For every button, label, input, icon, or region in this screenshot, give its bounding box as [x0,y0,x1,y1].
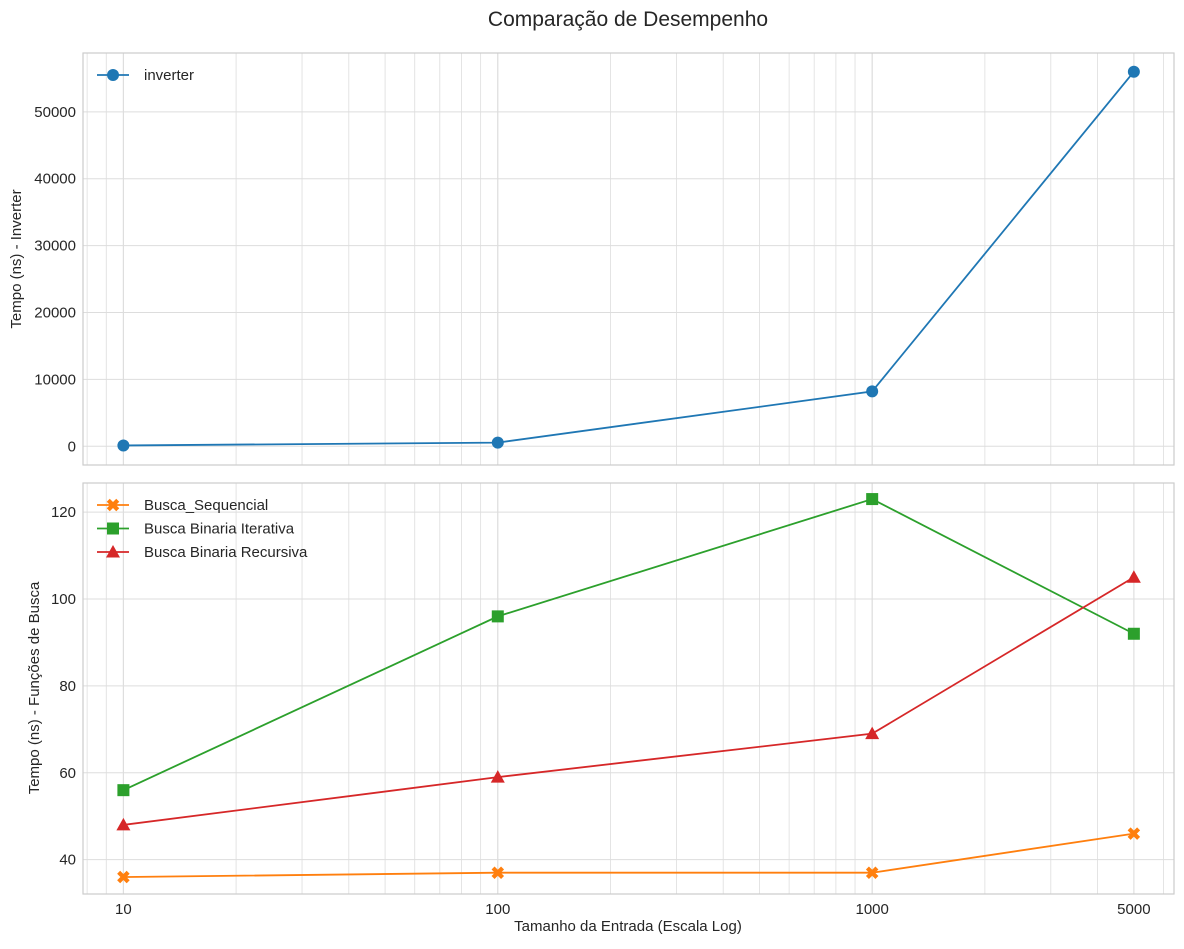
data-point [117,439,130,452]
y-axis-label: Tempo (ns) - Funções de Busca [26,581,43,794]
legend-item: Busca_Sequencial [97,497,268,514]
y-tick-label: 30000 [34,238,76,255]
legend: inverter [97,67,194,84]
legend-item: Busca Binaria Iterativa [97,521,295,538]
legend-item: inverter [97,67,194,84]
data-point [491,866,505,879]
data-point [116,817,131,831]
data-point [1127,65,1140,78]
data-point [117,784,130,797]
series-inverter [117,65,1140,452]
legend-label: Busca Binaria Recursiva [144,544,308,561]
series-busca-binaria-recursiva [116,570,1141,831]
search-panel: 40 60 80 100 120 10 100 1000 5000 Tempo (ns) - … [26,482,1175,935]
data-point [491,436,504,449]
plot-area-frame [82,52,1175,466]
series-line [123,832,1134,878]
series-busca-sequencial [117,827,1141,884]
legend-label: Busca_Sequencial [144,497,268,514]
legend-marker [106,545,120,558]
data-point [117,870,130,884]
x-tick-label: 10 [115,901,132,918]
figure-title: Comparação de Desempenho [488,8,768,31]
plot-area-frame [82,482,1175,895]
legend-label: Busca Binaria Iterativa [144,521,295,538]
series-line [123,498,1135,791]
data-point [866,385,879,398]
y-tick-label: 40000 [34,171,76,188]
y-tick-label: 40 [59,852,76,869]
y-tick-label: 60 [59,765,76,782]
data-point [1127,827,1141,840]
data-point [865,726,880,740]
y-tick-label: 120 [51,504,76,521]
legend-marker [106,498,120,512]
y-tick-label: 50000 [34,104,76,121]
series-line [123,71,1135,447]
x-tick-label: 100 [485,901,510,918]
legend-marker [107,522,119,535]
y-tick-label: 0 [68,438,76,455]
y-tick-label: 10000 [34,371,76,388]
series-busca-binaria-iterativa [117,493,1140,797]
data-point [491,610,504,623]
x-tick-label: 1000 [855,901,888,918]
y-tick-label: 100 [51,591,76,608]
legend: Busca_Sequencial Busca Binaria Iterativa B… [97,497,308,561]
inverter-panel: 0 10000 20000 30000 40000 50000 Tempo (ns) - … [8,52,1175,466]
data-point [865,866,879,879]
y-tick-label: 20000 [34,305,76,322]
legend-label: inverter [144,67,194,84]
y-axis-label: Tempo (ns) - Inverter [8,189,25,328]
data-point [490,770,505,783]
data-point [1126,570,1141,583]
data-point [1127,627,1140,640]
x-axis-label: Tamanho da Entrada (Escala Log) [514,918,742,935]
data-point [866,493,879,506]
legend-item: Busca Binaria Recursiva [97,544,308,561]
y-tick-label: 80 [59,678,76,695]
x-tick-label: 5000 [1117,901,1150,918]
series-line [123,576,1135,826]
legend-marker [107,69,119,81]
